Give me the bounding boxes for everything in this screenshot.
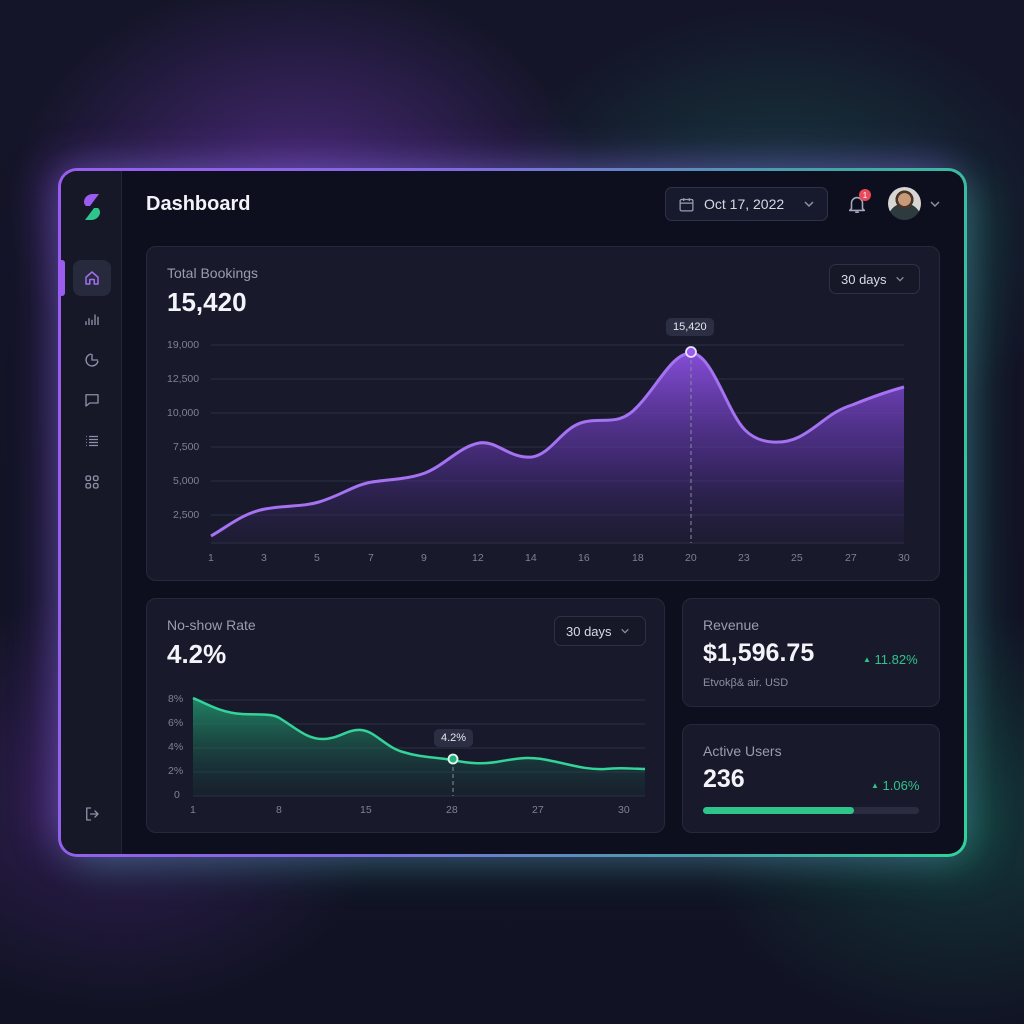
y-tick: 12,500 [167, 373, 200, 385]
x-tick: 7 [368, 552, 374, 564]
x-tick: 14 [525, 552, 537, 564]
no-show-card: No-show Rate 4.2% 30 days 8% 6% 4% 2% 0 [146, 598, 665, 833]
card-label: Total Bookings [167, 265, 259, 281]
logout-button[interactable] [73, 796, 111, 832]
y-tick: 0 [174, 789, 180, 801]
home-icon [85, 271, 99, 285]
highlight-point [447, 753, 459, 765]
card-value: 15,420 [167, 287, 247, 317]
revenue-delta: ▲ 11.82% [863, 652, 918, 667]
date-picker[interactable]: Oct 17, 2022 [665, 187, 828, 221]
highlight-point [685, 346, 697, 358]
grid-icon [85, 475, 99, 489]
avatar[interactable] [888, 187, 921, 220]
bar-chart-icon [85, 314, 99, 325]
x-tick: 8 [276, 804, 282, 816]
card-label: Active Users [703, 743, 782, 759]
chevron-down-icon[interactable] [929, 198, 941, 210]
revenue-subtext: Etvokβ& air. USD [703, 677, 789, 689]
y-tick: 2,500 [173, 509, 200, 521]
app-window-frame: Dashboard Oct 17, 2022 1 Total Bookings … [58, 168, 967, 857]
chart-tooltip: 15,420 [666, 318, 714, 336]
x-tick: 28 [446, 804, 458, 816]
x-tick: 3 [261, 552, 267, 564]
x-tick: 20 [685, 552, 697, 564]
active-users-progress [703, 807, 919, 814]
pie-chart-icon [85, 353, 99, 367]
chevron-down-icon [620, 628, 629, 634]
delta-value: 11.82% [874, 652, 918, 667]
x-tick: 9 [421, 552, 427, 564]
date-value: Oct 17, 2022 [704, 196, 785, 212]
x-tick: 27 [845, 552, 857, 564]
sidebar [61, 171, 122, 854]
app-window: Dashboard Oct 17, 2022 1 Total Bookings … [61, 171, 964, 854]
x-tick: 30 [898, 552, 910, 564]
x-tick: 15 [360, 804, 372, 816]
sidebar-item-home[interactable] [73, 260, 111, 296]
card-value: 236 [703, 765, 745, 793]
card-label: Revenue [703, 617, 760, 633]
card-value: $1,596.75 [703, 639, 815, 667]
bookings-area-chart [210, 344, 905, 544]
notification-badge: 1 [859, 189, 871, 201]
sidebar-item-analytics[interactable] [73, 301, 111, 337]
x-tick: 12 [472, 552, 484, 564]
page-title: Dashboard [146, 193, 251, 215]
revenue-card: Revenue $1,596.75 ▲ 11.82% Etvokβ& air. … [682, 598, 940, 707]
up-arrow-icon: ▲ [863, 655, 871, 664]
chevron-down-icon [804, 201, 814, 208]
x-tick: 30 [618, 804, 630, 816]
no-show-area-chart [192, 696, 646, 797]
x-tick: 27 [532, 804, 544, 816]
calendar-icon [679, 197, 694, 212]
delta-value: 1.06% [882, 778, 920, 793]
chart-tooltip: 4.2% [434, 729, 474, 747]
x-tick: 16 [578, 552, 590, 564]
range-value: 30 days [566, 623, 612, 639]
x-tick: 1 [190, 804, 196, 816]
x-tick: 25 [791, 552, 803, 564]
x-tick: 1 [208, 552, 214, 564]
y-tick: 4% [168, 741, 184, 753]
y-tick: 6% [168, 717, 184, 729]
y-tick: 10,000 [167, 407, 200, 419]
x-tick: 23 [738, 552, 750, 564]
x-tick: 5 [314, 552, 320, 564]
total-bookings-card: Total Bookings 15,420 30 days 19,000 12,… [146, 246, 940, 581]
y-tick: 5,000 [173, 475, 200, 487]
sidebar-item-reports[interactable] [73, 342, 111, 378]
y-tick: 8% [168, 693, 184, 705]
up-arrow-icon: ▲ [871, 781, 879, 790]
list-icon [86, 435, 98, 447]
range-dropdown[interactable]: 30 days [554, 616, 646, 646]
logout-icon [86, 807, 99, 821]
logo-icon [84, 194, 100, 220]
chat-icon [85, 394, 99, 407]
y-tick: 7,500 [173, 441, 200, 453]
card-value: 4.2% [167, 639, 227, 669]
active-users-card: Active Users 236 ▲ 1.06% [682, 724, 940, 833]
active-users-delta: ▲ 1.06% [871, 778, 919, 793]
card-label: No-show Rate [167, 617, 256, 633]
active-nav-indicator [61, 260, 65, 296]
progress-fill [703, 807, 855, 814]
x-tick: 18 [632, 552, 644, 564]
sidebar-item-list[interactable] [73, 423, 111, 459]
y-tick: 2% [168, 765, 184, 777]
y-tick: 19,000 [167, 339, 200, 351]
chevron-down-icon [895, 276, 904, 282]
range-dropdown[interactable]: 30 days [829, 264, 920, 294]
sidebar-item-apps[interactable] [73, 464, 111, 500]
sidebar-item-messages[interactable] [73, 382, 111, 418]
range-value: 30 days [841, 271, 887, 287]
